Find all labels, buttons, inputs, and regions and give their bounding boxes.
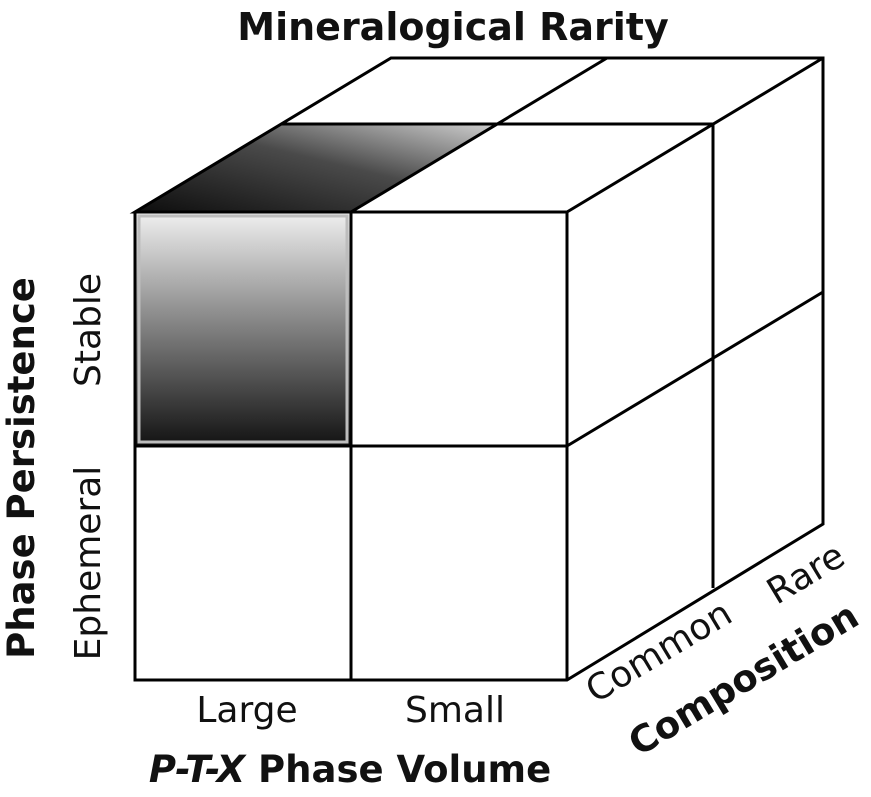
cube-top-right-edge — [566, 56, 824, 214]
x-tick-small: Small — [405, 690, 505, 731]
highlight-top — [135, 124, 497, 212]
y-axis-label: Phase Persistence — [0, 277, 43, 659]
x-tick-large: Large — [196, 690, 297, 731]
top-depth-divider — [350, 56, 608, 214]
highlight-bevel — [137, 214, 349, 444]
right-horizontal-divider — [566, 290, 824, 448]
diagram-title: Mineralogical Rarity — [237, 5, 669, 49]
y-tick-stable: Stable — [68, 273, 109, 387]
x-axis-label: P-T-X Phase Volume — [149, 748, 551, 791]
y-tick-ephemeral: Ephemeral — [68, 466, 109, 661]
highlight-front — [135, 212, 351, 446]
